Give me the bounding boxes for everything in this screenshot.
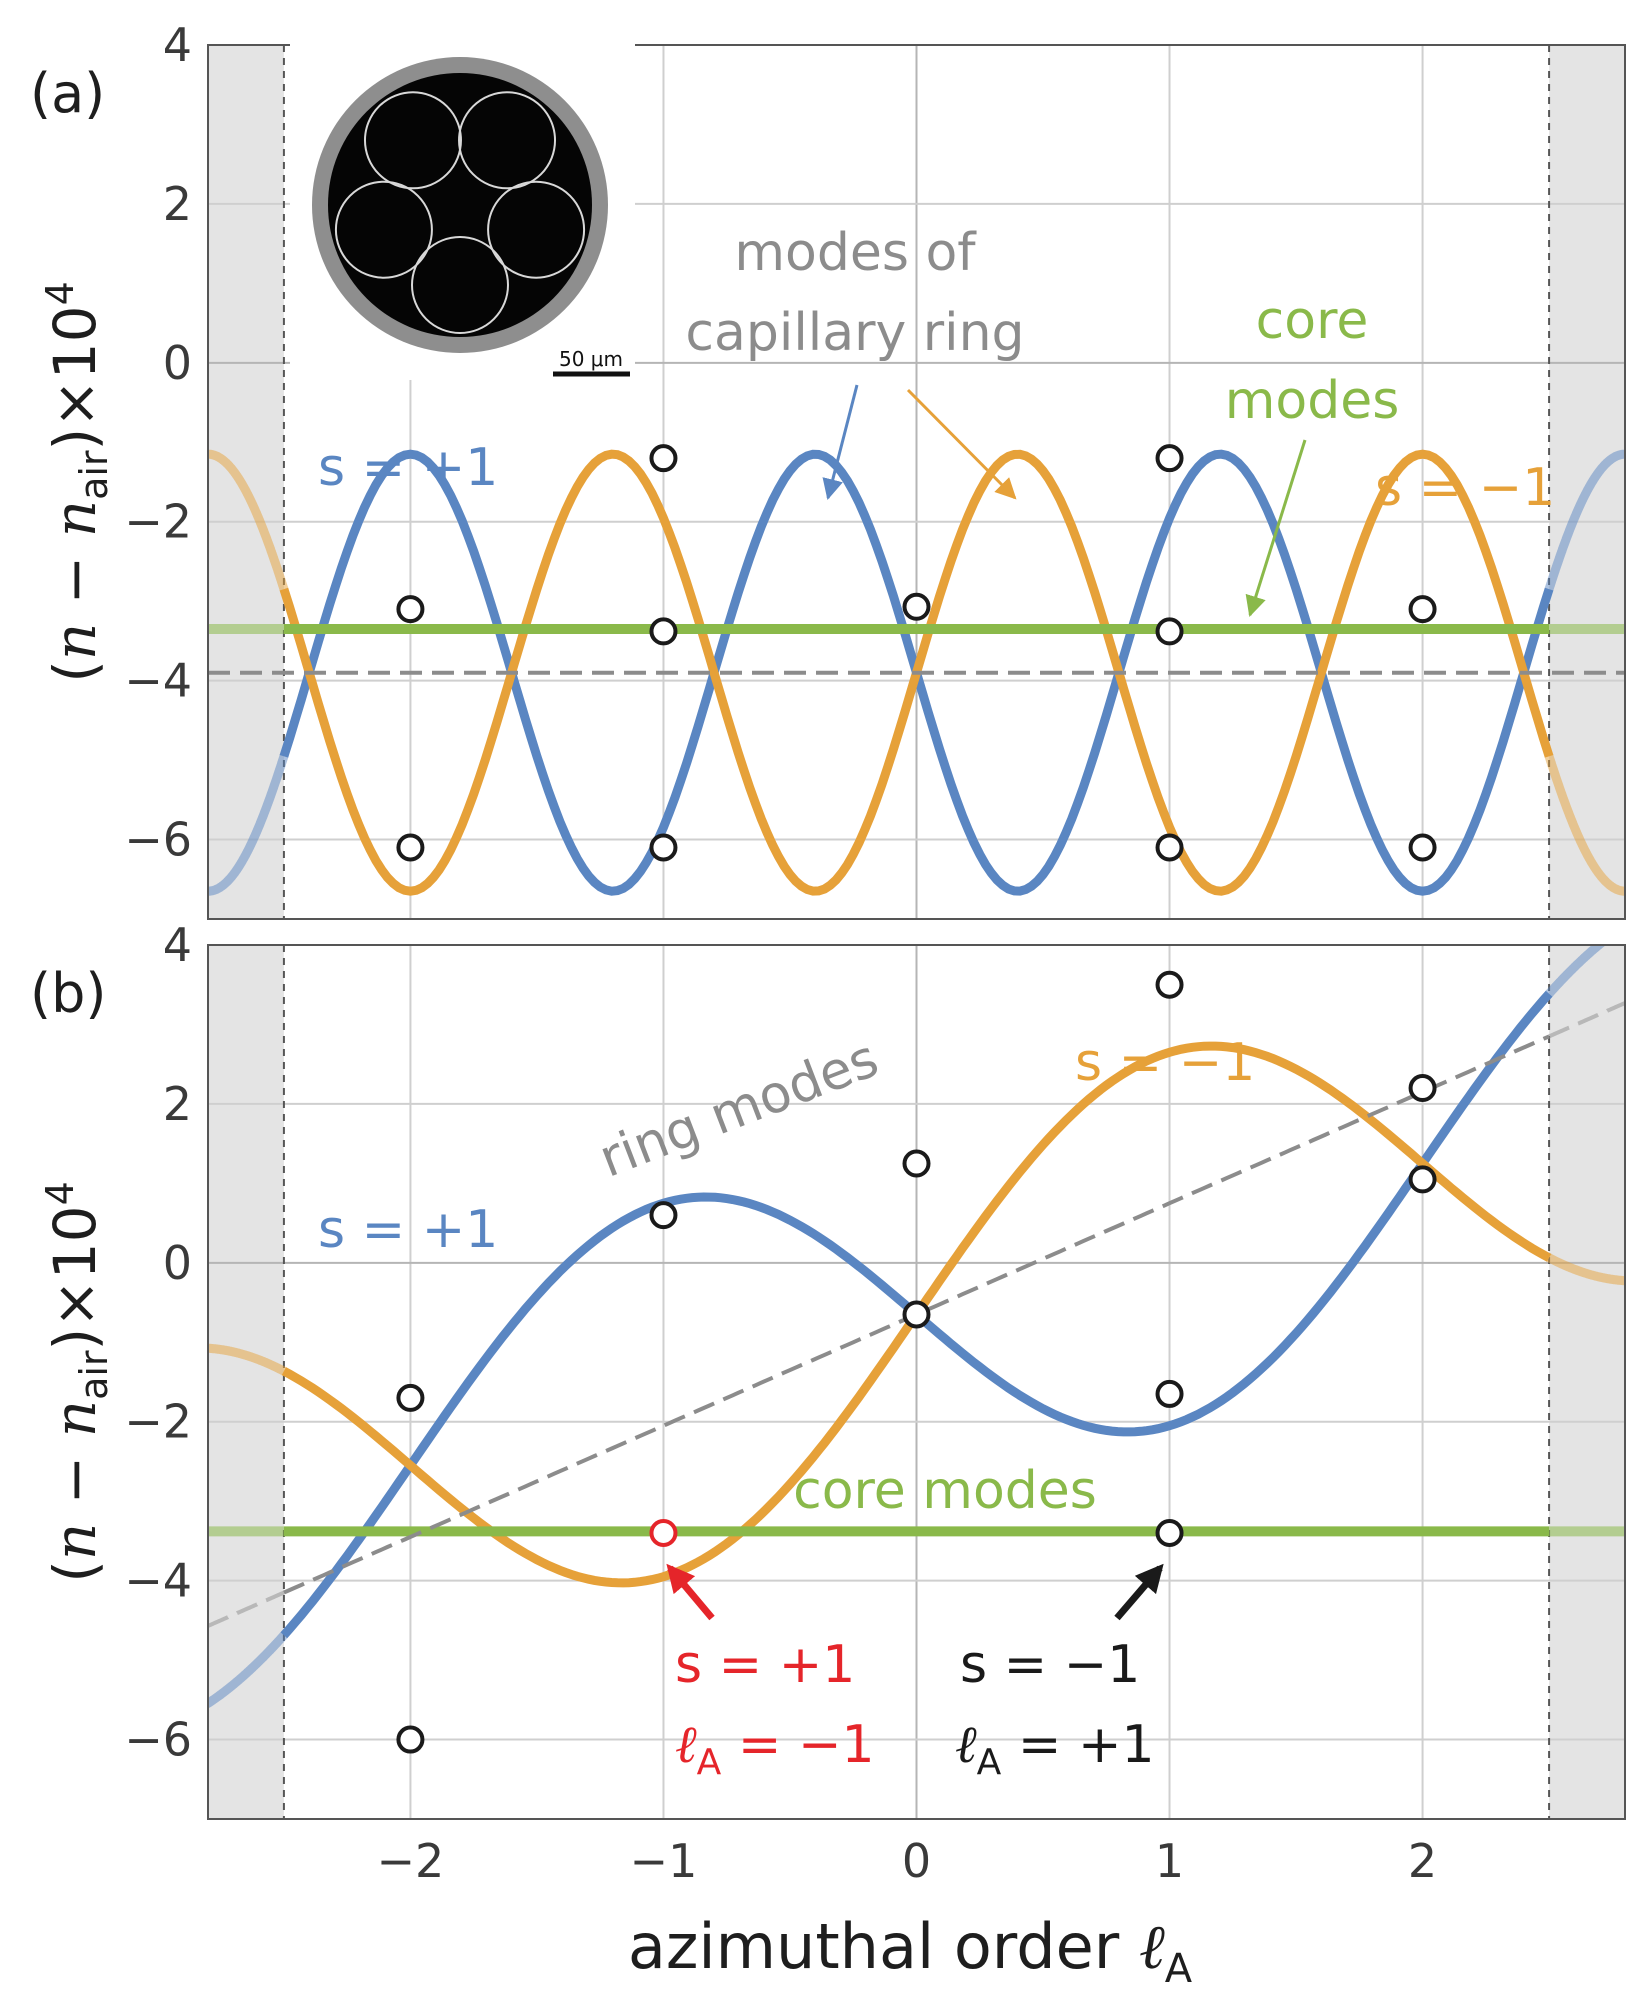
- y-tick-label: −4: [124, 1554, 192, 1608]
- x-axis-label: azimuthal order ℓA: [628, 1910, 1193, 1992]
- annotation-black-s: s = −1: [960, 1635, 1140, 1695]
- panel-a-frame: [207, 44, 1626, 920]
- highlighted-mode-point: [649, 1518, 678, 1547]
- shaded-region-1: [1549, 945, 1625, 1819]
- series-ring-modes-line-faded-right: [1547, 1001, 1625, 1039]
- series-s-1-line-faded-left: [208, 1343, 289, 1376]
- y-tick-label: 4: [163, 18, 192, 72]
- annotation-s-plus-1: s = +1: [318, 438, 498, 498]
- y-tick-label: −6: [124, 813, 192, 867]
- annotation-core: core: [1256, 291, 1369, 351]
- arrow-core-modes: [1245, 439, 1307, 618]
- series-s-1-line-faded-left: [208, 449, 289, 594]
- mode-point: [1155, 1379, 1184, 1408]
- panel-b-y-tick-labels: −6 −4 −2 0 2 4: [124, 918, 192, 1767]
- y-tick-label: 2: [163, 177, 192, 231]
- plot-frame: [207, 944, 1626, 1820]
- mode-point: [902, 1149, 931, 1178]
- panel-a-plot-area: [208, 444, 1625, 896]
- capillary-tube: [411, 236, 509, 334]
- arrow-capillary-orange: [906, 388, 1017, 500]
- shaded-region-0: [208, 945, 284, 1819]
- panel-a-y-axis-label: (n − nair)×104: [38, 281, 116, 683]
- panel-a-y-tick-labels: −6 −4 −2 0 2 4: [124, 18, 192, 867]
- fiber-core-region: [328, 73, 592, 337]
- y-tick-label: 4: [163, 918, 192, 972]
- mode-point: [1155, 970, 1184, 999]
- series-s-1-line-faded-left: [208, 1630, 289, 1708]
- annotation-core-modes: core modes: [793, 1461, 1097, 1521]
- panel-b-plot-area: [208, 945, 1625, 1754]
- y-tick-label: −2: [124, 1395, 192, 1449]
- annotation-black-ell: ℓA = +1: [955, 1715, 1155, 1783]
- y-tick-label: 0: [163, 1236, 192, 1290]
- y-tick-label: 2: [163, 1077, 192, 1131]
- mode-point: [1408, 595, 1437, 624]
- mode-point: [396, 1725, 425, 1754]
- capillary-tube: [487, 180, 586, 279]
- mode-point: [1155, 444, 1184, 473]
- annotation-s-plus-1: s = +1: [318, 1200, 498, 1260]
- mode-point: [396, 1383, 425, 1412]
- y-tick-label: −4: [124, 654, 192, 708]
- capillary-tube: [363, 91, 462, 190]
- mode-point: [1408, 1165, 1437, 1194]
- mode-point: [902, 592, 931, 621]
- series-ring-modes-line-faded-left: [208, 1590, 285, 1628]
- series-s-1-line-faded-right: [1544, 751, 1625, 896]
- mode-point: [649, 1201, 678, 1230]
- mode-point: [649, 444, 678, 473]
- x-tick-label: 1: [1155, 1834, 1184, 1888]
- mode-point: [649, 833, 678, 862]
- panel-a: −6 −4 −2 0 2 4 (a) (n − nair)×104 50 μm modes…: [30, 18, 1626, 920]
- annotation-modes-of: modes of: [734, 223, 977, 283]
- annotation-red-s: s = +1: [675, 1635, 855, 1695]
- annotation-capillary-ring: capillary ring: [685, 303, 1024, 363]
- arrow-black-point: [1114, 1563, 1164, 1621]
- panel-b-background: [208, 945, 1625, 1819]
- mode-point: [902, 1300, 931, 1329]
- plot-frame: [207, 44, 1626, 920]
- arrow-capillary-blue: [822, 384, 859, 501]
- y-tick-label: 0: [163, 336, 192, 390]
- capillary-tube: [458, 91, 557, 190]
- series-s-1-line-faded-left: [208, 751, 289, 896]
- panel-b-grid: [208, 944, 1625, 1819]
- annotation-s-minus-1: s = −1: [1075, 1033, 1255, 1093]
- panel-b-frame: [207, 944, 1626, 1820]
- panel-b-label: (b): [30, 962, 106, 1025]
- series-s-1-line-faded-right: [1544, 945, 1606, 999]
- mode-point: [1408, 1074, 1437, 1103]
- panel-b-y-axis-label: (n − nair)×104: [38, 1181, 116, 1583]
- series-s-1-line-faded-right: [1544, 1253, 1625, 1286]
- x-tick-label: 0: [902, 1834, 931, 1888]
- fiber-capillaries: [334, 91, 586, 334]
- mode-point: [1155, 833, 1184, 862]
- fiber-micrograph-inset: 50 μm: [290, 40, 635, 380]
- mode-point: [649, 617, 678, 646]
- annotation-red-ell: ℓA = −1: [675, 1715, 875, 1783]
- x-tick-label: −2: [377, 1834, 445, 1888]
- capillary-tube: [334, 180, 433, 279]
- mode-point: [1408, 833, 1437, 862]
- annotation-s-minus-1: s = −1: [1375, 458, 1555, 518]
- scale-bar-label: 50 μm: [559, 347, 623, 371]
- mode-point: [1155, 1518, 1184, 1547]
- annotation-ring-modes: ring modes: [591, 1029, 886, 1190]
- panel-a-label: (a): [30, 62, 105, 125]
- y-tick-label: −6: [124, 1713, 192, 1767]
- series-s-1-line-faded-right: [1544, 449, 1625, 594]
- arrow-red-point: [666, 1563, 715, 1621]
- panel-b-x-tick-labels: −2 −1 0 1 2: [377, 1834, 1438, 1888]
- annotation-modes: modes: [1225, 371, 1400, 431]
- x-tick-label: 2: [1408, 1834, 1437, 1888]
- mode-point: [396, 595, 425, 624]
- panel-b: −6 −4 −2 0 2 4 −2 −1 0 1 2 (b) (n − nair)×104 azi…: [30, 918, 1626, 1992]
- mode-point: [396, 833, 425, 862]
- y-tick-label: −2: [124, 495, 192, 549]
- mode-point: [1155, 617, 1184, 646]
- x-tick-label: −1: [630, 1834, 698, 1888]
